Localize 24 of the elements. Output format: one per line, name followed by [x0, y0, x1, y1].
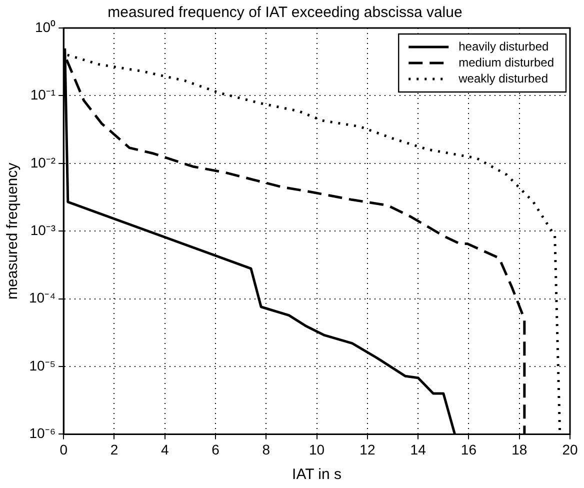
x-tick-label: 6 — [212, 441, 220, 458]
y-tick-label: 10⁻¹ — [30, 86, 56, 103]
x-tick-label: 2 — [110, 441, 118, 458]
x-tick-label: 14 — [410, 441, 426, 458]
y-tick-label: 10⁻³ — [30, 222, 56, 238]
x-axis-title: IAT in s — [292, 466, 342, 484]
chart-title: measured frequency of IAT exceeding abscissa value — [108, 4, 462, 22]
x-tick-label: 8 — [262, 441, 270, 458]
y-tick-label: 10⁻⁴ — [28, 290, 56, 306]
y-axis-title: measured frequency — [4, 162, 22, 300]
legend-label: heavily disturbed — [458, 39, 549, 54]
x-tick-label: 4 — [160, 441, 169, 458]
x-tick-label: 0 — [60, 441, 68, 458]
x-tick-label: 12 — [360, 441, 376, 458]
x-tick-label: 16 — [460, 441, 477, 458]
y-tick-label: 10⁻⁶ — [29, 425, 56, 442]
y-tick-label: 10⁰ — [35, 18, 56, 35]
legend-label: weakly disturbed — [458, 71, 548, 86]
y-tick-label: 10⁻⁵ — [29, 357, 56, 374]
y-tick-label: 10⁻² — [30, 154, 56, 170]
x-tick-label: 10 — [309, 441, 325, 458]
x-tick-label: 20 — [562, 441, 578, 458]
x-tick-label: 18 — [512, 441, 528, 458]
legend-label: medium disturbed — [458, 55, 554, 70]
